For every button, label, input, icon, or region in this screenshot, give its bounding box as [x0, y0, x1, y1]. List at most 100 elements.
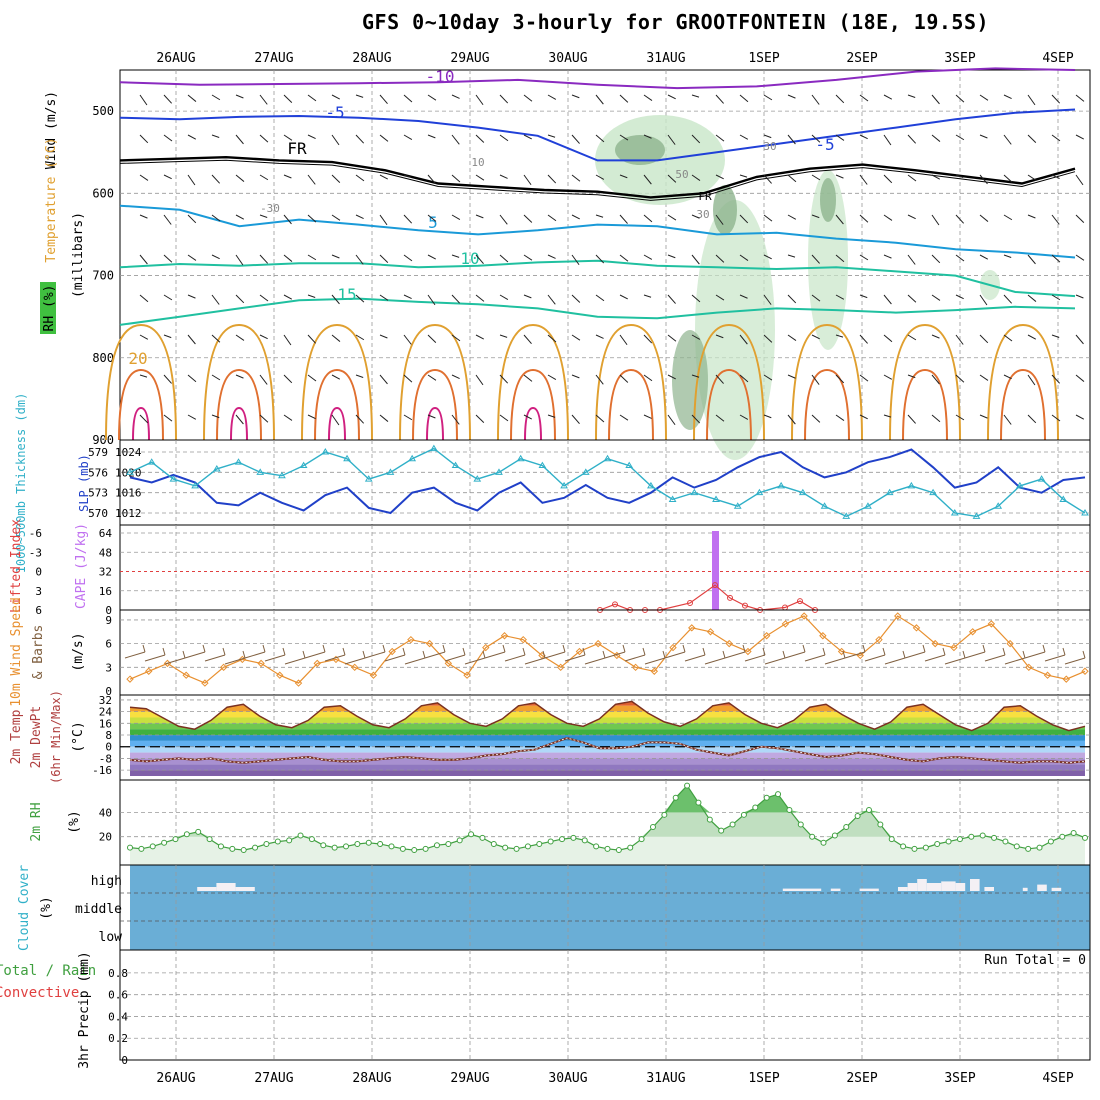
surface-barb — [684, 654, 706, 662]
slp-line — [129, 448, 1086, 515]
surface-barb — [1064, 657, 1086, 665]
surface-barb — [964, 651, 986, 659]
rh-marker-8 — [217, 843, 224, 850]
barb — [451, 374, 460, 379]
barb — [379, 374, 388, 385]
rh-fill-dark — [130, 785, 1085, 813]
surface-barb-flag — [802, 644, 806, 653]
surface-barb — [584, 657, 606, 665]
barb — [787, 374, 796, 379]
barb — [1027, 174, 1037, 181]
surface-barb-flag — [542, 650, 546, 659]
barb — [259, 254, 269, 264]
surface-barb-flag — [722, 650, 726, 659]
lifted-marker-7 — [727, 594, 733, 601]
wind-marker-33 — [744, 647, 752, 656]
surface-barb — [344, 657, 366, 665]
rh-marker-51 — [706, 816, 713, 823]
lifted-tick-0: -6 — [29, 527, 42, 540]
barb — [475, 334, 484, 340]
barb — [667, 374, 676, 380]
thickness-marker-29 — [755, 488, 764, 496]
barb — [859, 174, 868, 185]
rh-marker-48 — [672, 794, 679, 801]
barb — [403, 294, 412, 299]
surface-barb-flag — [982, 644, 986, 653]
barb — [595, 94, 604, 105]
barb — [403, 94, 413, 103]
wind-marker-26 — [613, 651, 621, 660]
barb — [307, 254, 317, 261]
barb — [1051, 254, 1061, 263]
bottom-date-label-2: 28AUG — [352, 1071, 391, 1086]
lifted-index-label: Lifted Index — [9, 519, 24, 613]
surface-barb — [664, 651, 686, 659]
barb — [787, 134, 796, 145]
contour-label-12: 30 — [696, 208, 709, 221]
thickness-marker-5 — [234, 458, 243, 465]
barb — [139, 294, 149, 303]
surface-barb-flag — [162, 647, 166, 656]
barb — [1051, 414, 1061, 422]
thickness-marker-27 — [712, 495, 720, 502]
barb — [139, 414, 149, 424]
thickness-marker-36 — [907, 481, 916, 489]
chart-title: GFS 0~10day 3-hourly for GROOTFONTEIN (1… — [362, 10, 990, 34]
barb — [1075, 414, 1085, 420]
surface-barb-flag — [622, 644, 626, 653]
barb — [1027, 334, 1037, 340]
thickness-marker-41 — [1016, 481, 1024, 489]
barb — [979, 254, 989, 260]
surface-barb — [444, 654, 466, 662]
wind-marker-0 — [126, 675, 134, 683]
surface-barb — [264, 654, 286, 662]
barb — [499, 334, 508, 338]
surface-barb — [804, 654, 826, 662]
barb — [691, 334, 701, 340]
temp-band-0 — [130, 701, 1085, 706]
barb — [499, 254, 509, 263]
surface-barb-flag — [782, 650, 786, 659]
wind-marker-10 — [313, 659, 321, 668]
wind-marker-36 — [800, 612, 808, 620]
barb — [619, 414, 629, 421]
rh-marker-56 — [763, 794, 770, 801]
surface-barb-flag — [322, 644, 326, 653]
barb — [595, 374, 604, 385]
precip-tick-2: 0.4 — [108, 1010, 128, 1023]
rh-marker-18 — [331, 844, 338, 851]
barb — [523, 254, 533, 261]
barb — [979, 134, 988, 139]
barb — [691, 214, 700, 219]
lifted-marker-1 — [612, 601, 618, 608]
temp-tick-2: 16 — [99, 717, 112, 730]
barb — [1027, 374, 1036, 386]
barb — [547, 214, 557, 222]
barb — [691, 294, 701, 303]
surface-barb — [404, 657, 426, 665]
rh-marker-4 — [172, 836, 179, 843]
wind-tick-1: 6 — [105, 638, 112, 651]
rh-line — [129, 784, 1086, 851]
barb — [643, 374, 653, 382]
barb — [499, 134, 509, 142]
barb — [1003, 94, 1012, 99]
surface-barb-flag — [302, 650, 306, 659]
temp-band-12 — [130, 770, 1085, 776]
surface-barb — [1024, 651, 1046, 659]
wind-marker-30 — [688, 624, 696, 632]
cloud-block-14 — [1022, 887, 1028, 891]
barb — [859, 294, 868, 299]
barb — [571, 94, 580, 99]
bottom-date-label-8: 3SEP — [944, 1071, 975, 1086]
barb — [763, 334, 773, 343]
lifted-marker-5 — [687, 600, 693, 607]
top-date-label-5: 31AUG — [646, 51, 685, 66]
isotherm-2 — [119, 155, 1076, 199]
rh-marker-0 — [127, 844, 133, 851]
cloud-block-13 — [984, 887, 994, 891]
barb — [499, 174, 508, 179]
surface-wind-barbs — [124, 644, 1086, 665]
lifted-marker-8 — [742, 602, 748, 609]
